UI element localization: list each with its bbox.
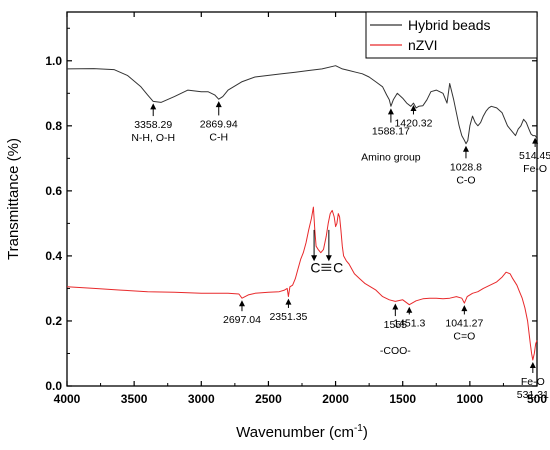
annotation-label: 1028.8: [450, 161, 482, 173]
x-tick-label: 3000: [188, 392, 215, 406]
annotation-label: C=O: [453, 330, 475, 342]
x-tick-label: 2500: [255, 392, 282, 406]
axes-layer: 4000 3500 3000 2500 2000 1500 1000 500 0.0 0.2 0.4…: [5, 12, 547, 441]
annotation-label: 3358.29: [134, 119, 172, 131]
x-tick-label: 1500: [389, 392, 416, 406]
annotation-label: 2697.04: [223, 314, 261, 326]
x-axis-title: Wavenumber (cm-1): [236, 423, 368, 441]
y-tick-label: 0.0: [45, 379, 62, 393]
annotation-label: 1588.17: [372, 126, 410, 138]
annotation-label: 1451.3: [393, 317, 425, 329]
annotation-arrow-head: [462, 145, 469, 152]
annotation-label: 2351.35: [269, 311, 307, 323]
annotation-label: 2869.94: [200, 118, 238, 130]
annotation-arrow-head: [238, 300, 245, 307]
y-tick-label: 0.6: [45, 184, 62, 198]
peak-annotation: 2351.35: [269, 298, 308, 323]
annotation-arrow-head: [410, 105, 417, 112]
peak-annotation: 1028.8C-O: [450, 145, 482, 186]
annotation-label: 1555: [384, 319, 408, 331]
annotation-label: -COO-: [380, 345, 411, 357]
triple-bond-arrow-head: [311, 255, 318, 262]
peak-annotation: 2869.94C-H: [200, 101, 238, 143]
y-tick-label: 1.0: [45, 54, 62, 68]
y-tick-label: 0.8: [45, 119, 62, 133]
x-tick-label: 500: [527, 392, 547, 406]
annotation-label: Amino group: [361, 152, 421, 164]
annotation-label: 1041.27: [445, 317, 483, 329]
legend-label-1: nZVI: [408, 37, 438, 53]
annotation-layer: 3358.29N-H, O-H 2869.94C-H 1588.17 Amino gr…: [131, 101, 550, 401]
x-tick-label: 2000: [322, 392, 349, 406]
annotation-label: N-H, O-H: [131, 132, 175, 144]
series-line-0: [66, 65, 538, 145]
triple-bond-arrow-head: [325, 255, 332, 262]
annotation-arrow-head: [532, 137, 539, 144]
annotation-arrow-head: [150, 103, 157, 110]
annotation-label: 514.45: [519, 150, 550, 162]
legend-label-0: Hybrid beads: [408, 17, 491, 33]
y-axis-title: Transmittance (%): [5, 138, 22, 260]
x-tick-label: 4000: [54, 392, 81, 406]
legend: Hybrid beads nZVI: [365, 11, 538, 59]
annotation-arrow-head: [285, 298, 292, 305]
peak-annotation: 3358.29N-H, O-H: [131, 103, 175, 144]
annotation-label: 531.31: [517, 389, 549, 401]
annotation-arrow-head: [461, 305, 468, 312]
peak-annotation: 1555 -COO-: [380, 303, 411, 357]
x-axis-title-main: Wavenumber (cm: [236, 424, 354, 441]
annotation-arrow-head: [406, 306, 413, 313]
x-tick-label: 1000: [457, 392, 484, 406]
legend-box: [365, 11, 538, 59]
peak-annotation: 1451.3: [393, 306, 426, 329]
y-tick-label: 0.2: [45, 314, 62, 328]
peak-annotation: 2697.04: [223, 300, 261, 326]
series-line-1: [66, 206, 538, 361]
annotation-label: C-H: [209, 131, 228, 143]
annotation-arrow-head: [215, 101, 222, 108]
peak-annotation: 1588.17 Amino group: [361, 108, 421, 164]
annotation-label: Fe-O: [523, 163, 547, 175]
x-axis-title-sup: -1: [354, 423, 363, 434]
annotation-label: 1420.32: [394, 117, 432, 129]
peak-annotation: 1041.27C=O: [445, 305, 483, 342]
y-tick-label: 0.4: [45, 249, 62, 263]
triple-bond-left-label: C: [310, 259, 320, 275]
triple-bond-right-label: C: [333, 259, 343, 275]
series-layer: [66, 65, 538, 361]
annotation-arrow-head: [392, 303, 399, 310]
x-axis-title-end: ): [363, 424, 368, 441]
annotation-label: C-O: [456, 174, 475, 186]
x-tick-label: 3500: [121, 392, 148, 406]
annotation-arrow-head: [387, 108, 394, 115]
annotation-label: Fe-O: [521, 376, 545, 388]
annotation-arrow-head: [529, 361, 536, 368]
peak-annotation: 1420.32: [394, 105, 433, 129]
